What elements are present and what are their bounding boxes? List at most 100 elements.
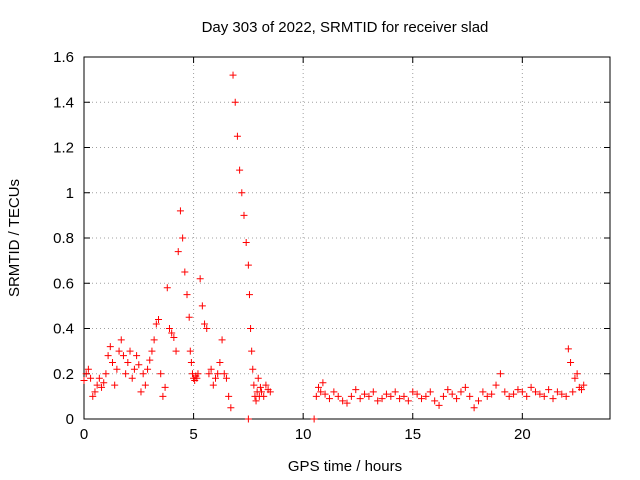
data-point — [146, 356, 154, 364]
data-point — [135, 361, 143, 369]
data-point — [212, 374, 219, 382]
data-points — [80, 71, 588, 423]
data-point — [216, 358, 224, 366]
data-point — [80, 377, 88, 385]
data-point — [87, 374, 95, 382]
data-point — [492, 381, 500, 389]
data-point — [536, 390, 544, 398]
data-point — [148, 347, 156, 355]
data-point — [141, 381, 149, 389]
data-point — [126, 347, 134, 355]
data-point — [227, 404, 235, 412]
data-point — [172, 347, 180, 355]
data-point — [113, 365, 121, 373]
data-point — [242, 239, 250, 247]
data-point — [115, 347, 123, 355]
y-tick-label: 0.4 — [53, 321, 74, 338]
data-point — [256, 383, 264, 391]
y-tick-label: 1.4 — [53, 94, 74, 111]
x-tick-label: 10 — [295, 426, 312, 443]
data-point — [540, 392, 548, 400]
data-point — [510, 390, 518, 398]
data-point — [558, 390, 566, 398]
data-point — [155, 315, 163, 323]
data-point — [128, 374, 136, 382]
data-point — [562, 392, 570, 400]
data-point — [391, 388, 399, 396]
data-point — [106, 343, 114, 351]
x-tick-label: 20 — [514, 426, 531, 443]
data-point — [330, 388, 338, 396]
data-point — [400, 392, 408, 400]
data-point — [518, 388, 526, 396]
x-axis-label: GPS time / hours — [288, 458, 402, 475]
data-point — [334, 392, 342, 400]
data-point — [325, 395, 333, 403]
data-point — [374, 397, 382, 405]
data-point — [152, 320, 160, 328]
data-point — [254, 374, 262, 382]
data-point — [413, 390, 421, 398]
data-point — [496, 370, 504, 378]
data-point — [378, 395, 386, 403]
y-tick-label: 1.6 — [53, 49, 74, 66]
data-point — [124, 358, 132, 366]
data-point — [222, 374, 230, 382]
x-tick-label: 15 — [404, 426, 421, 443]
data-point — [262, 381, 270, 389]
data-point — [179, 234, 187, 242]
data-point — [111, 381, 119, 389]
data-point — [161, 383, 169, 391]
data-point — [404, 397, 412, 405]
y-tick-labels: 0 0.2 0.4 0.6 0.8 1 1.2 1.4 1.6 — [53, 49, 74, 428]
data-point — [505, 392, 513, 400]
data-point — [475, 397, 482, 405]
data-point — [203, 325, 211, 332]
data-point — [573, 370, 581, 378]
data-point — [244, 261, 252, 269]
data-point — [187, 358, 195, 366]
data-point — [248, 347, 256, 355]
data-point — [205, 370, 213, 378]
data-point — [133, 352, 141, 360]
y-tick-label: 0 — [66, 411, 74, 428]
data-point — [365, 392, 373, 400]
data-point — [93, 381, 101, 389]
data-point — [564, 345, 572, 353]
data-point — [236, 166, 244, 174]
data-point — [567, 358, 575, 366]
y-tick-label: 0.6 — [53, 275, 74, 292]
chart-title: Day 303 of 2022, SRMTID for receiver sla… — [202, 19, 489, 36]
data-point — [174, 248, 182, 256]
data-point — [220, 370, 228, 378]
data-point — [382, 390, 390, 398]
axis-ticks — [83, 56, 610, 420]
data-point — [352, 386, 360, 394]
data-point — [183, 291, 191, 299]
data-point — [218, 336, 226, 344]
data-point — [84, 365, 92, 373]
data-point — [119, 352, 127, 360]
data-point — [569, 388, 577, 396]
data-point — [418, 395, 426, 403]
x-tick-label: 5 — [189, 426, 197, 443]
data-point — [82, 370, 90, 378]
data-point — [483, 392, 491, 400]
data-point — [108, 358, 116, 366]
data-point — [89, 392, 97, 400]
data-point — [100, 379, 108, 387]
y-tick-label: 1 — [66, 185, 74, 202]
data-point — [466, 392, 474, 400]
data-point — [361, 390, 369, 398]
data-point — [168, 329, 176, 337]
data-point — [207, 365, 215, 373]
data-point — [343, 399, 351, 407]
data-point — [186, 347, 194, 355]
data-point — [238, 189, 246, 197]
data-point — [176, 207, 184, 215]
data-point — [439, 392, 447, 400]
data-point — [339, 397, 347, 405]
data-point — [260, 392, 268, 400]
data-point — [122, 370, 130, 378]
data-point — [196, 275, 204, 283]
